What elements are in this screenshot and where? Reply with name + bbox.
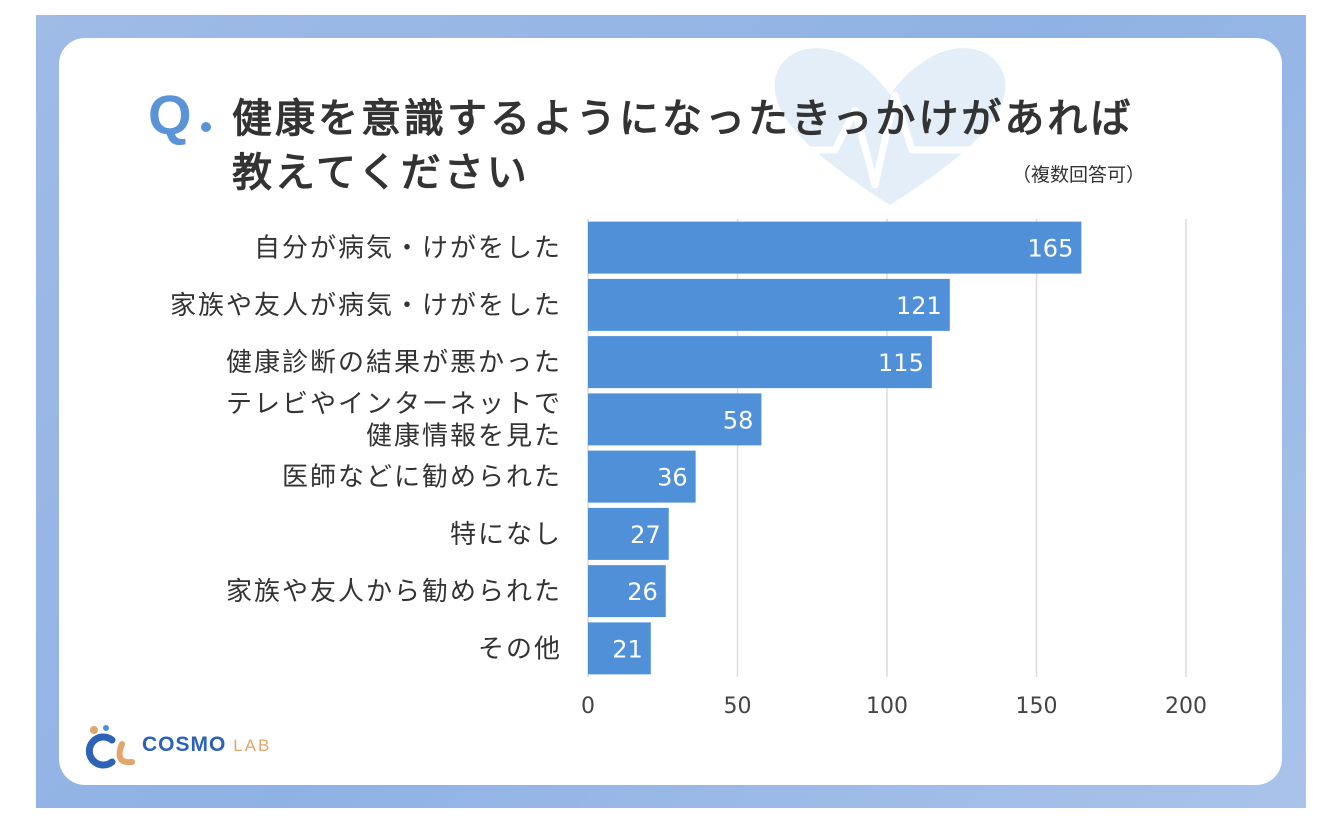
question-mark-q: Q xyxy=(148,83,193,146)
bar-value-label-3: 58 xyxy=(723,406,754,434)
category-label-4: 医師などに勧められた xyxy=(282,463,562,493)
category-label-2: 健康診断の結果が悪かった xyxy=(226,348,562,378)
category-label-0: 自分が病気・けがをした xyxy=(254,234,562,264)
logo-sub: LAB xyxy=(233,736,272,755)
category-label-1: 家族や友人が病気・けがをした xyxy=(170,291,562,321)
category-label-5: 特になし xyxy=(450,520,562,550)
bar-value-label-2: 115 xyxy=(878,349,924,377)
bar-1 xyxy=(588,278,950,331)
bar-value-label-7: 21 xyxy=(612,635,643,663)
logo-brand: COSMO xyxy=(142,733,227,756)
bar-6 xyxy=(588,565,666,618)
bar-3 xyxy=(588,393,762,446)
x-tick-label-0: 0 xyxy=(581,694,595,719)
x-tick-label-100: 100 xyxy=(866,694,908,719)
page-title: 健康を意識するようになったきっかけがあれば教えてください xyxy=(232,96,1134,196)
bar-value-label-0: 165 xyxy=(1028,235,1074,263)
bar-value-label-6: 26 xyxy=(627,578,658,606)
bar-4 xyxy=(588,450,696,503)
x-tick-label-200: 200 xyxy=(1165,694,1207,719)
multiple-answer-note: （複数回答可） xyxy=(1012,164,1146,186)
x-tick-label-50: 50 xyxy=(724,694,752,719)
category-label-6: 家族や友人から勧められた xyxy=(226,577,562,607)
bar-2 xyxy=(588,336,932,389)
category-label-3: テレビやインターネットで健康情報を見た xyxy=(226,389,562,451)
bar-value-label-1: 121 xyxy=(896,292,942,320)
bar-value-label-5: 27 xyxy=(630,521,661,549)
cosmo-lab-logo-icon xyxy=(85,725,135,769)
bar-value-label-4: 36 xyxy=(657,464,688,492)
question-dot xyxy=(201,122,211,132)
bar-5 xyxy=(588,507,669,560)
category-label-7: その他 xyxy=(478,634,562,664)
bar-0 xyxy=(588,221,1082,274)
bar-7 xyxy=(588,622,651,675)
logo-text: COSMO LAB xyxy=(142,733,271,757)
x-tick-label-150: 150 xyxy=(1016,694,1058,719)
